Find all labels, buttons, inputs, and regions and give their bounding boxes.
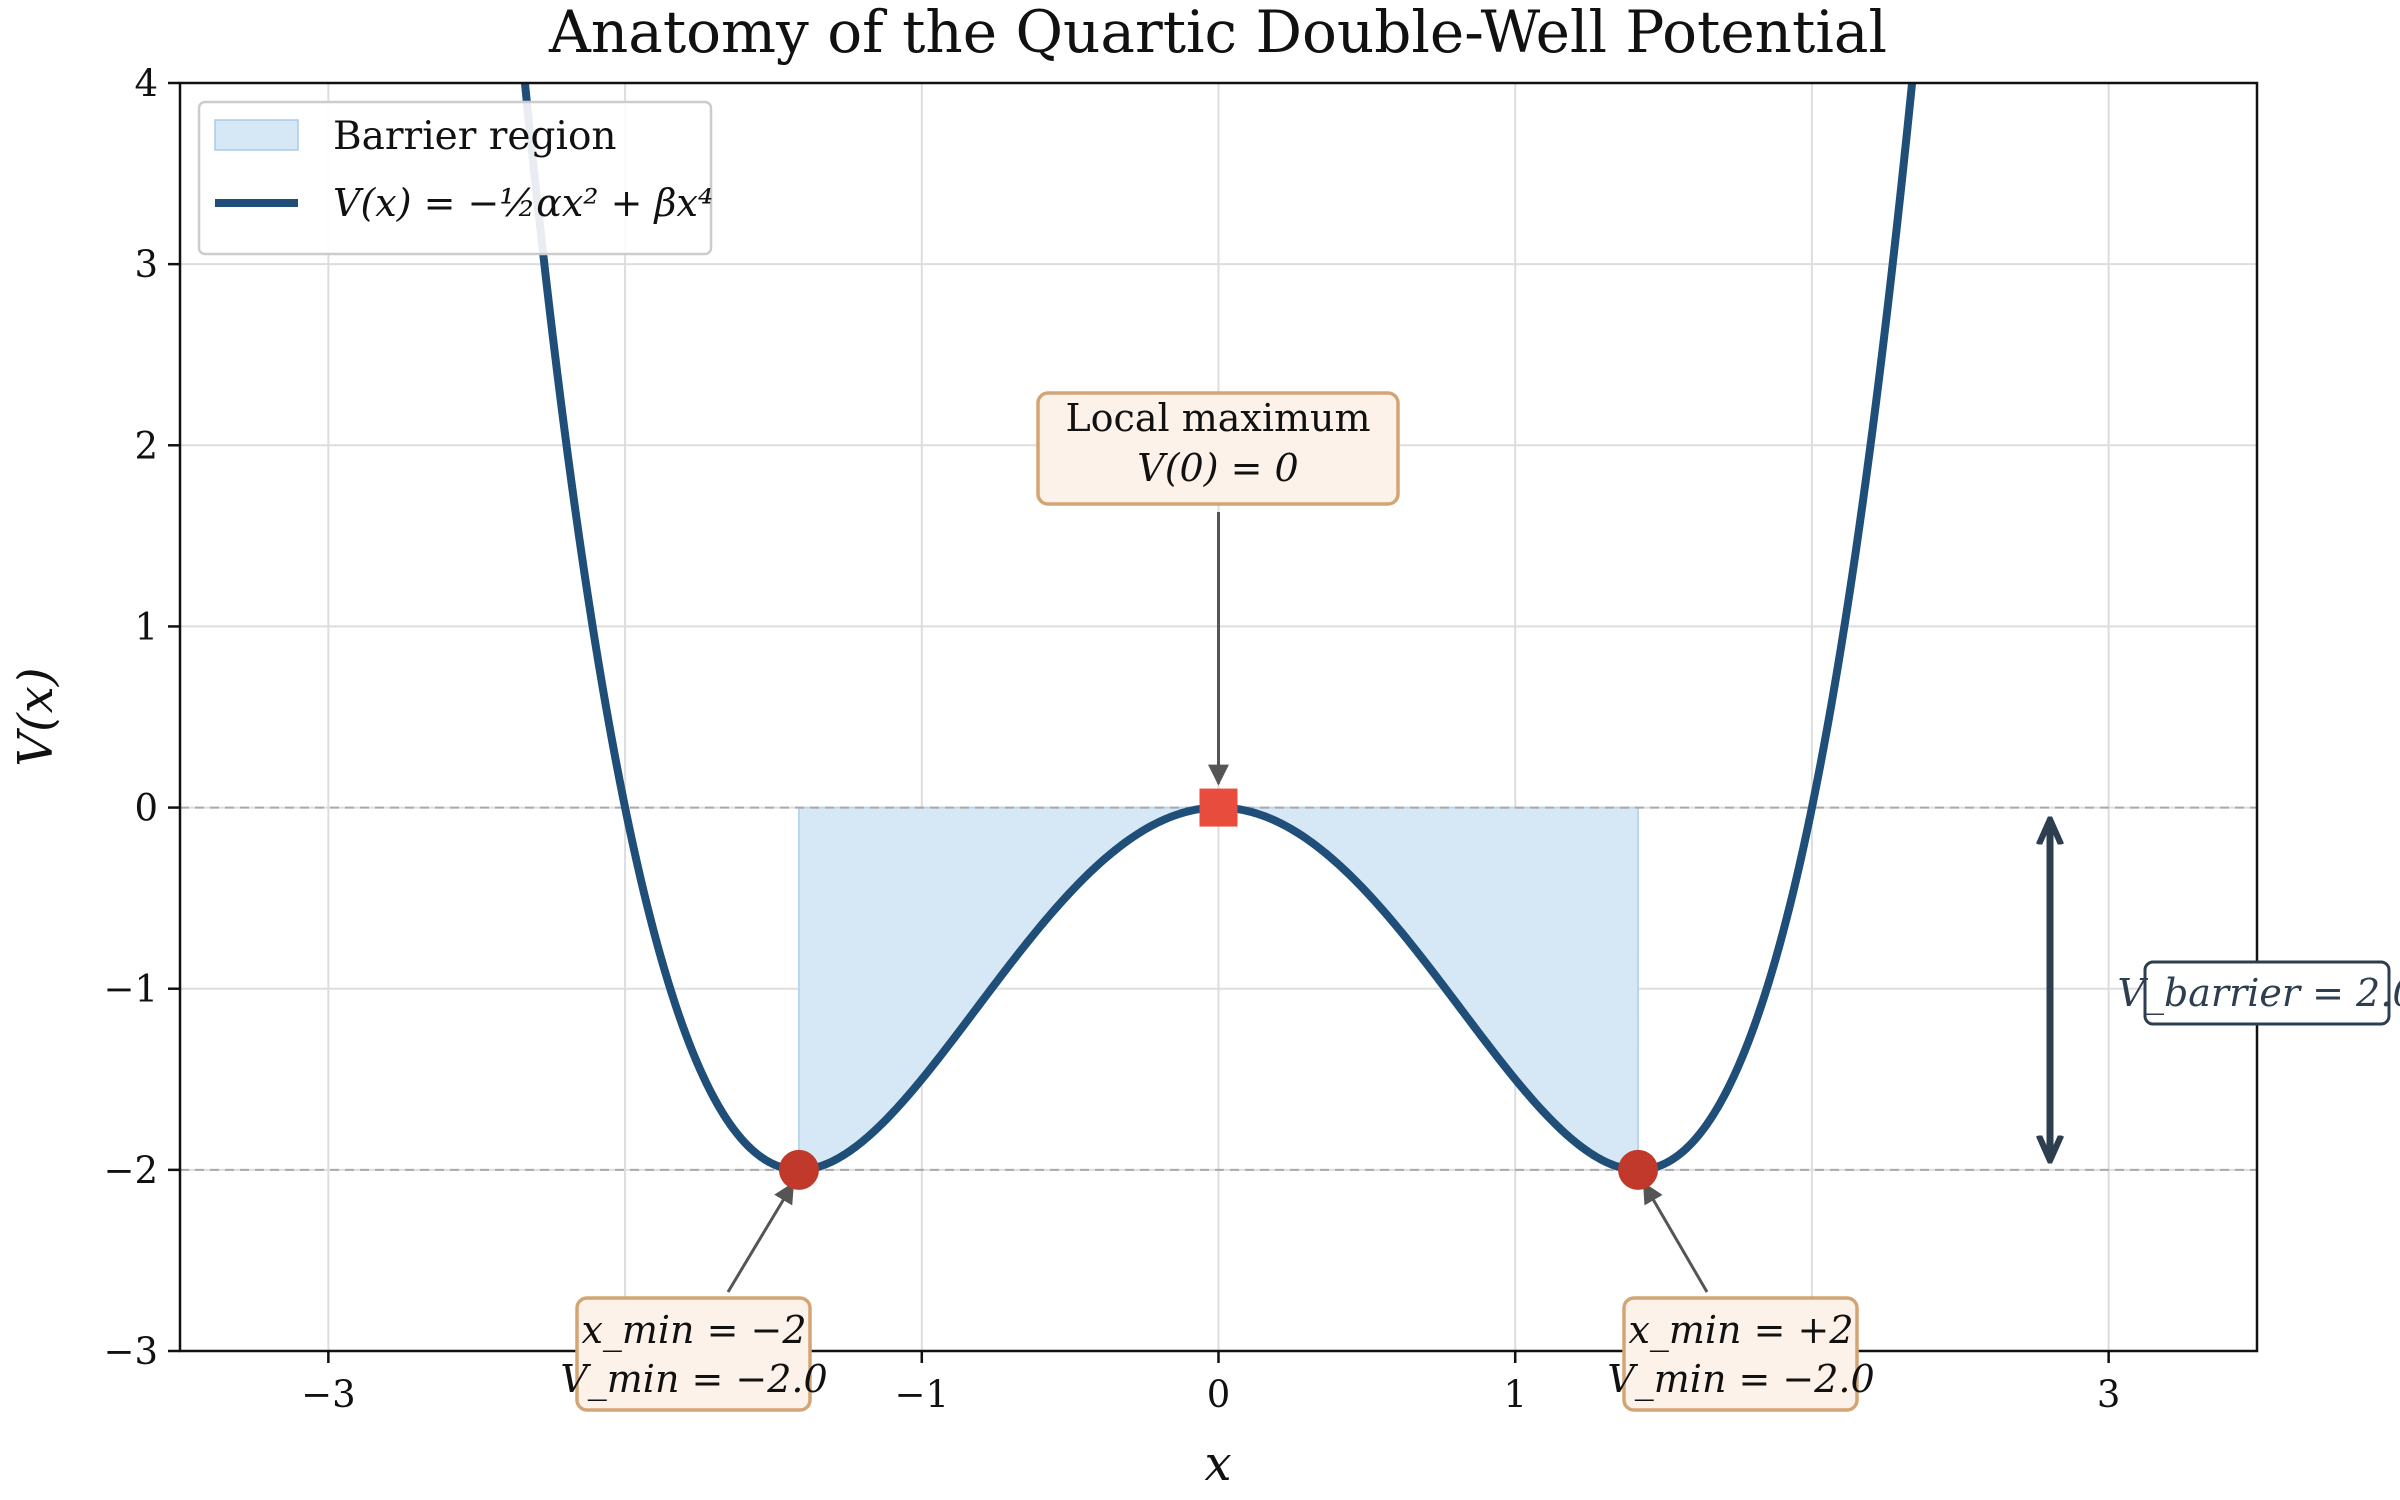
y-tick-label: −2: [103, 1149, 158, 1192]
minimum-marker: [778, 1149, 819, 1190]
left-min-x-label: x_min = −2: [581, 1308, 806, 1353]
barrier-height-annotation: V_barrier = 2.0: [2050, 825, 2400, 1155]
left-min-box: [575, 1296, 812, 1412]
barrier-label-box: [2143, 960, 2391, 1026]
y-tick-label: 4: [134, 62, 158, 105]
x-tick-label: 1: [1503, 1373, 1527, 1416]
y-tick-label: 2: [134, 424, 158, 467]
y-tick-label: 1: [134, 605, 158, 648]
legend-swatch-barrier: [214, 119, 299, 151]
point-markers: [778, 788, 1659, 1190]
legend-label-curve: V(x) = −½αx² + βx⁴: [333, 181, 713, 225]
x-tick-label: 3: [2097, 1373, 2121, 1416]
local-max-box: [1036, 391, 1400, 506]
x-tick-label: −3: [301, 1373, 356, 1416]
x-tick-label: 0: [1207, 1373, 1231, 1416]
y-tick-label: 0: [134, 787, 158, 830]
y-tick-label: −3: [103, 1330, 158, 1373]
left-min-annotation: x_min = −2 V_min = −2.0: [560, 1296, 828, 1412]
x-axis-label: x: [1204, 1436, 1231, 1492]
x-tick-label: −1: [895, 1373, 950, 1416]
left-min-arrow: [726, 1182, 795, 1293]
local-max-marker: [1199, 788, 1238, 827]
chart-title: Anatomy of the Quartic Double-Well Poten…: [548, 0, 1887, 66]
legend: Barrier region V(x) = −½αx² + βx⁴: [197, 100, 713, 256]
right-min-arrow: [1642, 1182, 1709, 1293]
right-min-annotation: x_min = +2 V_min = −2.0: [1607, 1296, 1875, 1412]
left-min-v-label: V_min = −2.0: [560, 1357, 827, 1402]
right-min-v-label: V_min = −2.0: [1607, 1357, 1874, 1402]
y-axis-label: V(x): [8, 667, 64, 766]
minimum-marker: [1618, 1149, 1659, 1190]
local-max-annotation: Local maximum V(0) = 0: [1036, 391, 1400, 506]
legend-label-barrier: Barrier region: [333, 114, 617, 159]
local-max-title: Local maximum: [1065, 396, 1370, 440]
barrier-label: V_barrier = 2.0: [2118, 971, 2400, 1016]
legend-box: [197, 100, 713, 256]
local-max-value: V(0) = 0: [1137, 446, 1298, 490]
right-min-x-label: x_min = +2: [1628, 1308, 1853, 1353]
right-min-box: [1622, 1296, 1859, 1412]
annotation-arrows: [726, 512, 1709, 1293]
y-tick-label: −1: [103, 968, 158, 1011]
y-tick-label: 3: [134, 243, 158, 286]
